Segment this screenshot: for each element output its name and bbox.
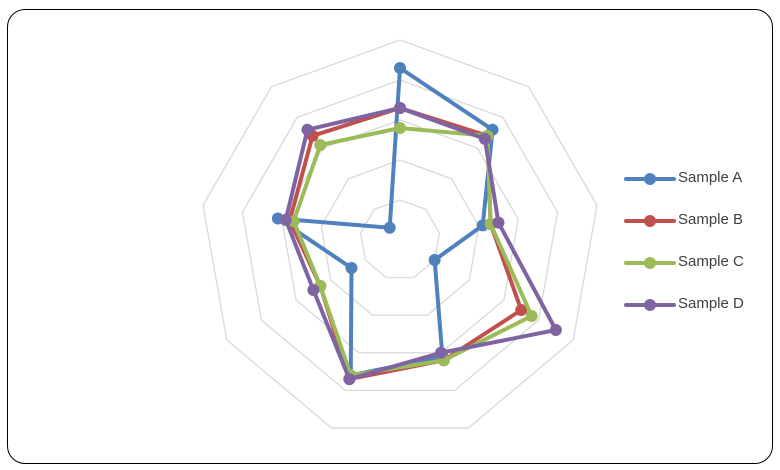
data-point-sample-a-9 <box>383 221 396 234</box>
legend: Sample A Sample B Sample C Sample D <box>624 165 774 333</box>
data-point-sample-c-1 <box>394 122 406 134</box>
data-point-sample-d-8 <box>279 213 292 226</box>
data-point-sample-d-5 <box>435 346 448 359</box>
legend-item-sample-b: Sample B <box>624 207 774 237</box>
legend-marker-sample-a <box>644 173 656 185</box>
data-point-sample-c-9 <box>314 139 327 152</box>
gridline-ring-5 <box>202 39 598 429</box>
gridline-ring-3 <box>281 119 519 354</box>
legend-item-sample-c: Sample C <box>624 249 774 279</box>
radar-grid <box>202 39 598 429</box>
legend-label-sample-c: Sample C <box>678 253 744 270</box>
data-point-sample-d-9 <box>301 123 314 136</box>
data-point-sample-a-7 <box>345 262 358 274</box>
gridline-ring-1 <box>359 199 441 279</box>
legend-label-sample-b: Sample B <box>678 211 744 228</box>
legend-marker-sample-b <box>644 215 656 227</box>
gridline-ring-2 <box>320 159 480 316</box>
data-point-sample-d-3 <box>492 216 505 229</box>
data-point-sample-b-4 <box>515 304 528 316</box>
legend-label-sample-a: Sample A <box>678 169 743 186</box>
data-point-sample-d-4 <box>549 324 562 336</box>
legend-item-sample-d: Sample D <box>624 291 774 321</box>
data-point-sample-c-4 <box>525 310 538 322</box>
radar-series <box>271 62 562 386</box>
data-point-sample-a-4 <box>428 254 441 266</box>
legend-item-sample-a: Sample A <box>624 165 774 195</box>
chart-area <box>7 9 773 464</box>
gridline-ring-4 <box>241 79 559 392</box>
series-sample-d <box>279 102 562 386</box>
series-line-sample-d <box>283 106 558 382</box>
legend-label-sample-d: Sample D <box>678 295 744 312</box>
data-point-sample-d-1 <box>394 102 406 114</box>
data-point-sample-d-6 <box>343 373 356 386</box>
data-point-sample-a-1 <box>394 62 406 74</box>
legend-marker-sample-d <box>644 299 656 311</box>
data-point-sample-d-2 <box>478 132 491 145</box>
data-point-sample-d-7 <box>307 284 320 296</box>
series-line-sample-c <box>291 126 534 378</box>
legend-marker-sample-c <box>644 257 656 269</box>
